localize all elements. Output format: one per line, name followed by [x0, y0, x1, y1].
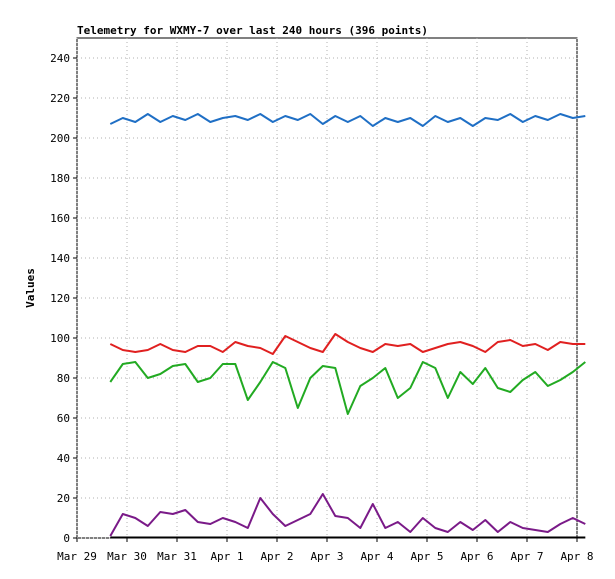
x-tick-label: Apr 7 — [510, 550, 543, 563]
y-tick-label: 100 — [50, 332, 70, 345]
x-tick-label: Mar 30 — [107, 550, 147, 563]
x-tick-label: Apr 4 — [360, 550, 393, 563]
x-tick-label: Mar 29 — [57, 550, 97, 563]
y-axis-label: Values — [24, 268, 37, 308]
y-tick-label: 60 — [57, 412, 70, 425]
x-tick-label: Apr 6 — [460, 550, 493, 563]
y-tick-label: 140 — [50, 252, 70, 265]
y-tick-label: 40 — [57, 452, 70, 465]
x-tick-label: Apr 1 — [210, 550, 243, 563]
y-tick-label: 120 — [50, 292, 70, 305]
x-tick-label: Mar 31 — [157, 550, 197, 563]
series-layer — [109, 113, 586, 539]
y-tick-label: 200 — [50, 132, 70, 145]
series-line-3 — [109, 361, 586, 415]
series-line-4 — [109, 493, 586, 537]
chart-title: Telemetry for WXMY-7 over last 240 hours… — [77, 24, 428, 37]
x-tick-label: Apr 8 — [560, 550, 593, 563]
y-tick-label: 20 — [57, 492, 70, 505]
y-tick-label: 220 — [50, 92, 70, 105]
series-line-1 — [109, 113, 586, 127]
y-tick-label: 180 — [50, 172, 70, 185]
y-tick-label: 240 — [50, 52, 70, 65]
y-tick-label: 80 — [57, 372, 70, 385]
axes: 0 20 40 60 80 100 120 140 160 180 200 220 240 Mar 29 M… — [50, 52, 593, 563]
x-tick-label: Apr 2 — [260, 550, 293, 563]
x-tick-label: Apr 3 — [310, 550, 343, 563]
x-tick-label: Apr 5 — [410, 550, 443, 563]
y-tick-label: 0 — [63, 532, 70, 545]
y-tick-label: 160 — [50, 212, 70, 225]
series-line-2 — [109, 333, 586, 355]
grid — [76, 38, 578, 539]
